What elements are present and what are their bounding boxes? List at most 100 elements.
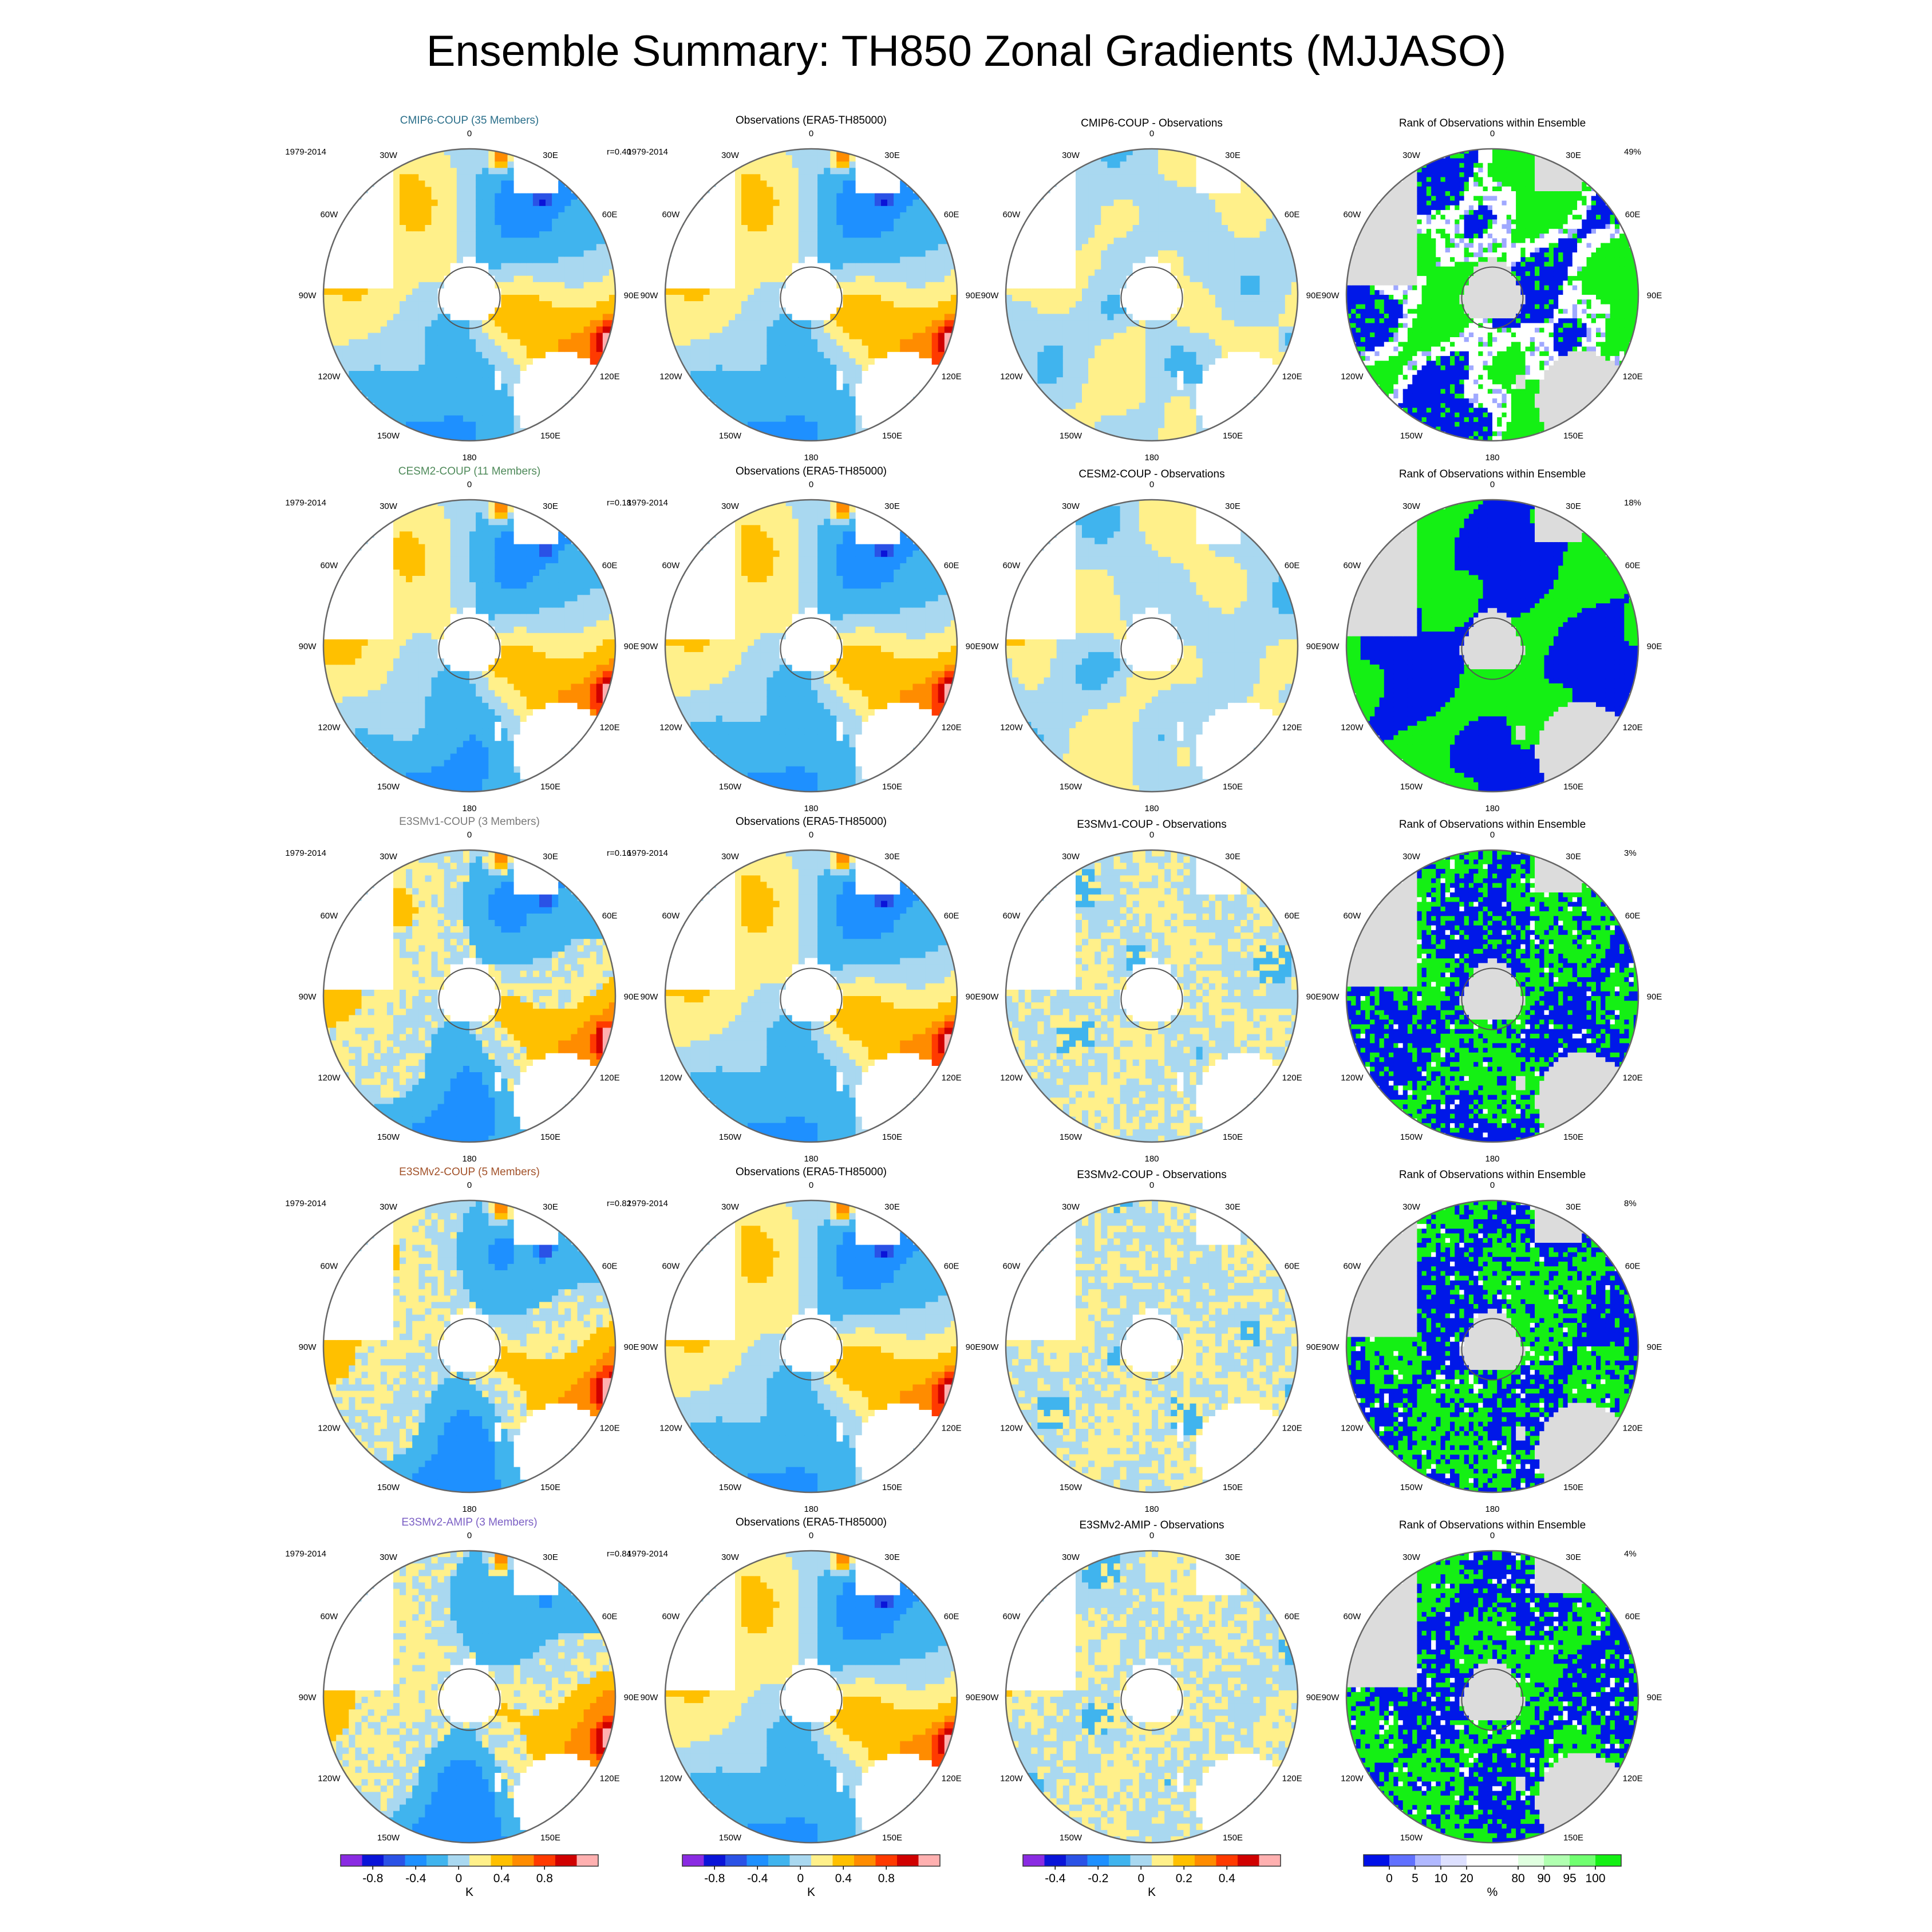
colorbar-swatch <box>1195 1855 1216 1866</box>
longitude-label: 90W <box>299 992 317 1002</box>
longitude-label: 150W <box>1060 1132 1082 1142</box>
longitude-label: 120E <box>1282 372 1302 382</box>
panel-row: E3SMv2-COUP (5 Members)1979-2014 r=0.8203… <box>285 1166 1662 1514</box>
longitude-label: 90W <box>981 992 999 1002</box>
longitude-label: 120E <box>942 723 962 733</box>
colorbar-tick-label: 0.8 <box>536 1872 553 1885</box>
colorbar-swatch <box>1216 1855 1238 1866</box>
longitude-label: 30E <box>543 1202 558 1212</box>
longitude-label: 30E <box>1225 1202 1240 1212</box>
colorbar: -0.8 -0.4 0 0.4 0.8 K <box>340 1854 599 1899</box>
colorbar-unit-label: K <box>807 1886 815 1899</box>
longitude-label: 120W <box>318 372 341 382</box>
longitude-label: 180 <box>1485 804 1499 813</box>
map-border <box>1345 148 1639 442</box>
map-border <box>1345 1199 1639 1494</box>
longitude-label: 0 <box>809 1180 813 1190</box>
period-label: 1979-2014 <box>627 848 668 858</box>
longitude-label: 60E <box>944 561 959 571</box>
longitude-label: 30E <box>884 1202 900 1212</box>
period-label: 1979-2014 <box>285 498 326 508</box>
longitude-label: 150E <box>1563 782 1583 792</box>
period-label: 1979-2014 <box>627 498 668 508</box>
rank-percent-label: 49% <box>1624 147 1641 157</box>
colorbar-swatch <box>469 1855 491 1866</box>
longitude-label: 150W <box>377 1483 400 1492</box>
longitude-label: 150E <box>1223 1483 1243 1492</box>
longitude-label: 180 <box>804 453 818 463</box>
longitude-label: 30W <box>1062 151 1080 160</box>
longitude-label: 30E <box>1225 852 1240 862</box>
rank-map: 0 30E 60E 90E 120E 150E 180 150W 120W 90W 60W 30W <box>1322 480 1662 813</box>
longitude-label: 60W <box>1343 210 1361 220</box>
diff-panel-title: CESM2-COUP - Observations <box>1078 468 1224 480</box>
longitude-label: 120E <box>1623 723 1643 733</box>
colorbar-tick-label: 0.4 <box>493 1872 511 1885</box>
colorbar-swatch <box>1467 1855 1493 1866</box>
longitude-label: 60E <box>944 911 959 921</box>
longitude-label: 150W <box>1060 431 1082 441</box>
rank-percent-label: 4% <box>1624 1549 1637 1559</box>
obs-panel-title: Observations (ERA5-TH85000) <box>736 1516 887 1528</box>
obs-panel-title: Observations (ERA5-TH85000) <box>736 1166 887 1178</box>
colorbar-swatch <box>1023 1855 1045 1866</box>
colorbar-swatch <box>1544 1855 1570 1866</box>
longitude-label: 30W <box>380 501 398 511</box>
model-map: 0 30E 60E 90E 120E 150E 180 150W 120W 90W 60W 30W <box>299 830 639 1164</box>
longitude-label: 60E <box>1625 1612 1641 1622</box>
longitude-label: 90W <box>1322 1342 1340 1352</box>
longitude-label: 150E <box>1223 431 1243 441</box>
longitude-label: 90W <box>299 1342 317 1352</box>
longitude-label: 120W <box>318 723 341 733</box>
longitude-label: 90W <box>1322 1693 1340 1702</box>
colorbar-tick-label: 20 <box>1460 1872 1473 1885</box>
antarctica-coast <box>1120 617 1183 680</box>
longitude-label: 90E <box>966 642 981 651</box>
longitude-label: 120E <box>1623 372 1643 382</box>
longitude-label: 90E <box>1306 291 1322 301</box>
longitude-label: 180 <box>1144 804 1159 813</box>
colorbar-swatch <box>384 1855 405 1866</box>
correlation-label: r=0.18 <box>607 498 631 508</box>
colorbar-row: -0.8 -0.4 0 0.4 0.8 K -0.8 -0.4 0 0.4 0.8 K -0.4 -0.2… <box>340 1854 1622 1899</box>
colorbar-swatch <box>875 1855 898 1866</box>
longitude-label: 150W <box>377 1132 400 1142</box>
longitude-label: 90W <box>299 291 317 301</box>
longitude-label: 120E <box>1282 723 1302 733</box>
longitude-label: 150W <box>1400 1483 1423 1492</box>
diff-map: 0 30E 60E 90E 120E 150E 180 150W 120W 90W 60W 30W <box>981 1180 1322 1514</box>
diff-panel-title: CMIP6-COUP - Observations <box>1081 117 1223 129</box>
longitude-label: 30W <box>1062 1202 1080 1212</box>
map-border <box>322 849 617 1143</box>
antarctica-coast <box>438 266 501 329</box>
longitude-label: 150W <box>377 1833 400 1843</box>
longitude-label: 30W <box>721 501 740 511</box>
colorbar-tick-label: 100 <box>1585 1872 1605 1885</box>
longitude-label: 90E <box>966 992 981 1002</box>
longitude-label: 180 <box>1144 453 1159 463</box>
antarctica-coast <box>1120 1668 1183 1731</box>
rank-panel-title: Rank of Observations within Ensemble <box>1399 117 1586 129</box>
longitude-label: 150E <box>1223 1833 1243 1843</box>
colorbar-swatch <box>491 1855 513 1866</box>
obs-map: 0 30E 60E 90E 120E 150E 180 150W 120W 90W 60W 30W <box>641 129 981 463</box>
correlation-label: r=0.82 <box>607 1199 631 1208</box>
longitude-label: 90W <box>641 992 659 1002</box>
model-panel-title: CMIP6-COUP (35 Members) <box>400 114 539 127</box>
longitude-label: 150E <box>882 782 902 792</box>
colorbar-tick-label: -0.2 <box>1088 1872 1108 1885</box>
longitude-label: 90W <box>1322 992 1340 1002</box>
colorbar-swatch <box>1152 1855 1174 1866</box>
longitude-label: 150W <box>719 1132 742 1142</box>
longitude-label: 30W <box>1402 501 1421 511</box>
longitude-label: 90E <box>966 1693 981 1702</box>
longitude-label: 120W <box>318 1424 341 1433</box>
longitude-label: 120E <box>942 1424 962 1433</box>
period-label: 1979-2014 <box>285 1199 326 1208</box>
rank-map: 0 30E 60E 90E 120E 150E 180 150W 120W 90W 60W 30W <box>1322 1180 1662 1514</box>
map-border <box>1345 1550 1639 1844</box>
period-label: 1979-2014 <box>285 848 326 858</box>
longitude-label: 0 <box>1490 1180 1495 1190</box>
colorbar-tick-label: 0.4 <box>1219 1872 1236 1885</box>
longitude-label: 120E <box>942 372 962 382</box>
